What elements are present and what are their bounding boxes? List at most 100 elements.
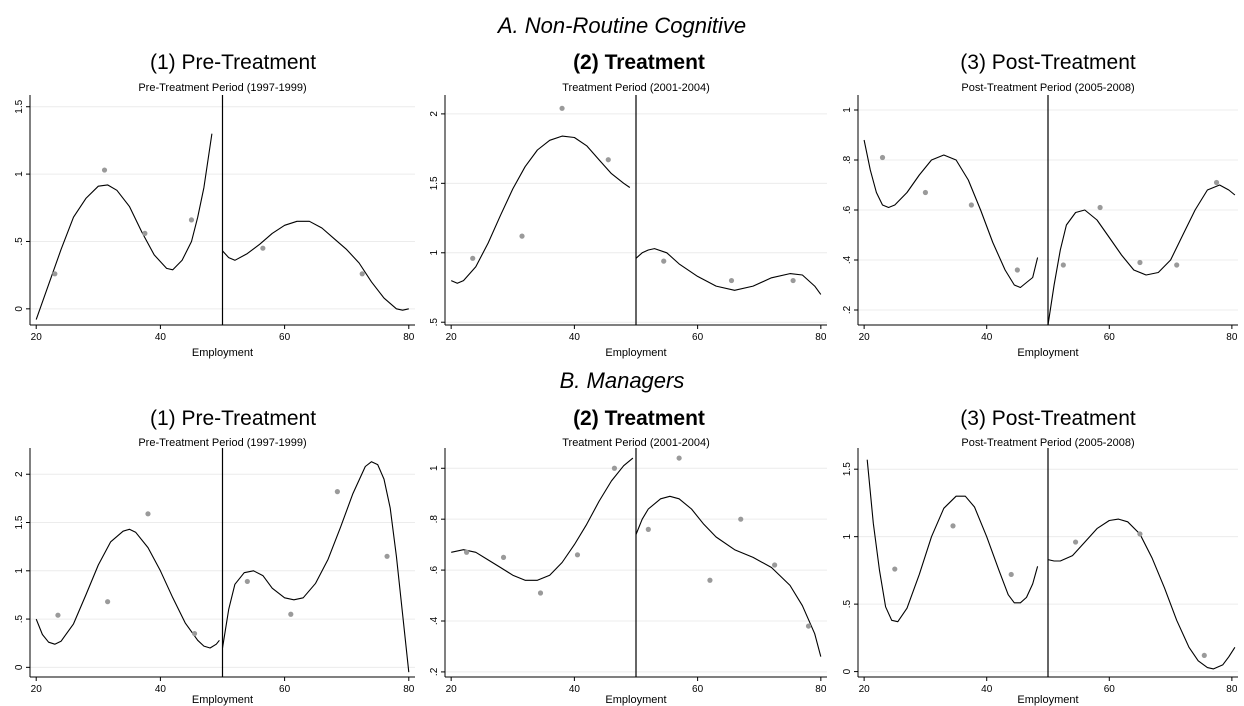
- y-tick-label: .6: [842, 205, 853, 214]
- chart-title: Pre-Treatment Period (1997-1999): [138, 82, 306, 94]
- data-point: [359, 271, 365, 277]
- data-point: [1008, 571, 1014, 578]
- data-point: [101, 167, 108, 173]
- y-tick-label: 2: [14, 471, 25, 477]
- y-tick-label: .5: [842, 600, 853, 609]
- data-point: [559, 105, 565, 111]
- fit-curve-left: [450, 135, 631, 284]
- x-tick-label: 40: [155, 684, 167, 695]
- y-tick-label: 1: [842, 533, 853, 539]
- column-title: (1) Pre-Treatment: [150, 51, 316, 74]
- data-point: [500, 554, 507, 560]
- chart-b-post-treatment: (3) Post-Treatment Post-Treatment Period …: [842, 407, 1238, 706]
- chart-title: Pre-Treatment Period (1997-1999): [138, 437, 306, 449]
- chart-title: Post-Treatment Period (2005-2008): [961, 82, 1134, 94]
- data-point: [805, 623, 812, 629]
- data-point: [55, 612, 61, 618]
- data-point: [470, 255, 476, 261]
- y-tick-label: .4: [842, 255, 853, 264]
- y-tick-label: .5: [429, 318, 440, 327]
- x-axis-label: Employment: [1017, 694, 1078, 706]
- data-point: [384, 553, 390, 559]
- y-tick-label: 1: [14, 171, 25, 177]
- x-tick-label: 40: [569, 332, 581, 343]
- data-point: [1174, 262, 1180, 268]
- x-axis-label: Employment: [192, 347, 253, 359]
- data-point: [605, 157, 611, 163]
- fit-curve-right: [221, 461, 410, 673]
- panel-title-a: A. Non-Routine Cognitive: [497, 13, 747, 38]
- fit-curve-right: [1047, 518, 1236, 670]
- x-tick-label: 40: [155, 332, 167, 343]
- data-point: [1014, 267, 1020, 273]
- y-tick-label: 1: [842, 107, 853, 113]
- data-point: [1201, 652, 1207, 659]
- data-point: [191, 630, 198, 637]
- chart-a-treatment: (2) Treatment Treatment Period (2001-2004…: [429, 51, 827, 359]
- y-tick-label: .8: [429, 515, 440, 524]
- y-tick-label: 0: [14, 664, 25, 670]
- y-tick-label: .5: [14, 237, 25, 246]
- data-point: [574, 552, 581, 558]
- data-point: [728, 277, 735, 284]
- data-point: [463, 549, 470, 555]
- fit-curve-left: [451, 457, 634, 581]
- data-point: [892, 566, 898, 572]
- chart-title: Treatment Period (2001-2004): [562, 82, 710, 94]
- data-point: [142, 230, 148, 236]
- y-tick-label: 1.5: [14, 99, 25, 113]
- data-point: [1072, 539, 1079, 545]
- x-tick-label: 80: [403, 332, 415, 343]
- fit-curve-right: [222, 220, 409, 311]
- x-tick-label: 40: [569, 684, 581, 695]
- column-title: (2) Treatment: [573, 407, 705, 430]
- data-point: [52, 271, 58, 277]
- x-tick-label: 80: [403, 684, 415, 695]
- chart-a-pre-treatment: (1) Pre-Treatment Pre-Treatment Period (1…: [14, 51, 415, 359]
- data-point: [1137, 259, 1143, 266]
- y-tick-label: 0: [842, 668, 853, 674]
- x-tick-label: 60: [1104, 684, 1116, 695]
- x-tick-label: 60: [692, 684, 704, 695]
- fit-curve-left: [35, 528, 220, 649]
- y-tick-label: 1.5: [429, 176, 440, 190]
- x-tick-label: 60: [692, 332, 704, 343]
- y-tick-label: 1.5: [842, 462, 853, 476]
- data-point: [288, 611, 294, 617]
- data-point: [188, 217, 195, 223]
- data-point: [968, 202, 974, 208]
- y-tick-label: 0: [14, 306, 25, 312]
- x-tick-label: 80: [815, 332, 827, 343]
- data-point: [661, 258, 667, 264]
- data-point: [738, 516, 744, 522]
- data-point: [105, 599, 111, 605]
- chart-title: Post-Treatment Period (2005-2008): [961, 437, 1134, 449]
- data-point: [707, 577, 713, 583]
- data-point: [645, 526, 651, 532]
- data-point: [145, 511, 151, 517]
- y-tick-label: .2: [429, 667, 440, 676]
- y-tick-label: .4: [429, 616, 440, 625]
- y-tick-label: 1: [429, 250, 440, 256]
- fit-curve-left: [35, 133, 213, 320]
- data-point: [1137, 531, 1143, 537]
- y-tick-label: 1: [429, 465, 440, 471]
- x-tick-label: 20: [31, 684, 43, 695]
- fit-curve-left: [863, 139, 1039, 289]
- data-point: [537, 590, 544, 596]
- x-tick-label: 20: [31, 332, 43, 343]
- x-axis-label: Employment: [192, 694, 253, 706]
- y-tick-label: 1: [14, 568, 25, 574]
- x-tick-label: 40: [981, 684, 993, 695]
- x-axis-label: Employment: [605, 694, 666, 706]
- fit-curve-right: [635, 495, 822, 657]
- data-point: [772, 562, 778, 568]
- y-tick-label: .8: [842, 155, 853, 164]
- data-point: [950, 523, 956, 529]
- x-tick-label: 40: [981, 332, 993, 343]
- y-tick-label: 1.5: [14, 515, 25, 529]
- x-tick-label: 20: [859, 684, 871, 695]
- x-axis-label: Employment: [605, 347, 666, 359]
- x-tick-label: 20: [446, 684, 458, 695]
- x-tick-label: 20: [859, 332, 871, 343]
